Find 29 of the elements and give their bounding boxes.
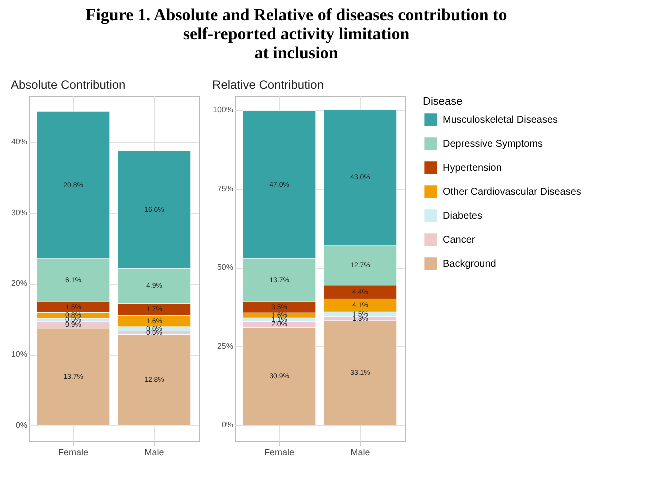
y-tick-label: 50% <box>217 263 234 272</box>
x-tick-label: Female <box>264 448 295 458</box>
legend-label: Other Cardiovascular Diseases <box>443 187 582 198</box>
bar <box>118 334 192 426</box>
caption: Figure 1. Absolute and Relative of diseases contribution to <box>86 6 508 24</box>
y-tick-label: 0% <box>222 420 234 430</box>
y-tick-label: 25% <box>217 342 234 351</box>
y-tick-label: 0% <box>16 420 28 430</box>
y-tick-label: 20% <box>11 279 28 288</box>
text: self-reported activity limitation <box>183 24 410 44</box>
legend-label: Background <box>443 259 496 270</box>
x-tick-label: Male <box>144 448 164 458</box>
legend-title: Disease <box>423 96 463 108</box>
y-tick-label: 30% <box>11 208 28 218</box>
legend-label: Diabetes <box>443 211 482 222</box>
x-tick-label: Male <box>350 448 370 458</box>
bar <box>324 320 398 426</box>
text: at inclusion <box>254 44 339 62</box>
legend-label: Depressive Symptoms <box>443 139 544 150</box>
y-tick-label: 10% <box>11 350 28 360</box>
legend-label: Hypertension <box>443 163 502 174</box>
x-tick-label: Female <box>58 448 89 458</box>
chart-title: Absolute Contribution <box>10 78 126 92</box>
y-tick-label: 75% <box>217 184 234 194</box>
legend-label: Cancer <box>443 235 476 246</box>
y-tick-label: 100% <box>213 106 234 115</box>
y-tick-label: 40% <box>11 138 28 147</box>
legend-label: Musculoskeletal Diseases <box>443 115 558 126</box>
chart-title: Relative Contribution <box>212 78 324 92</box>
